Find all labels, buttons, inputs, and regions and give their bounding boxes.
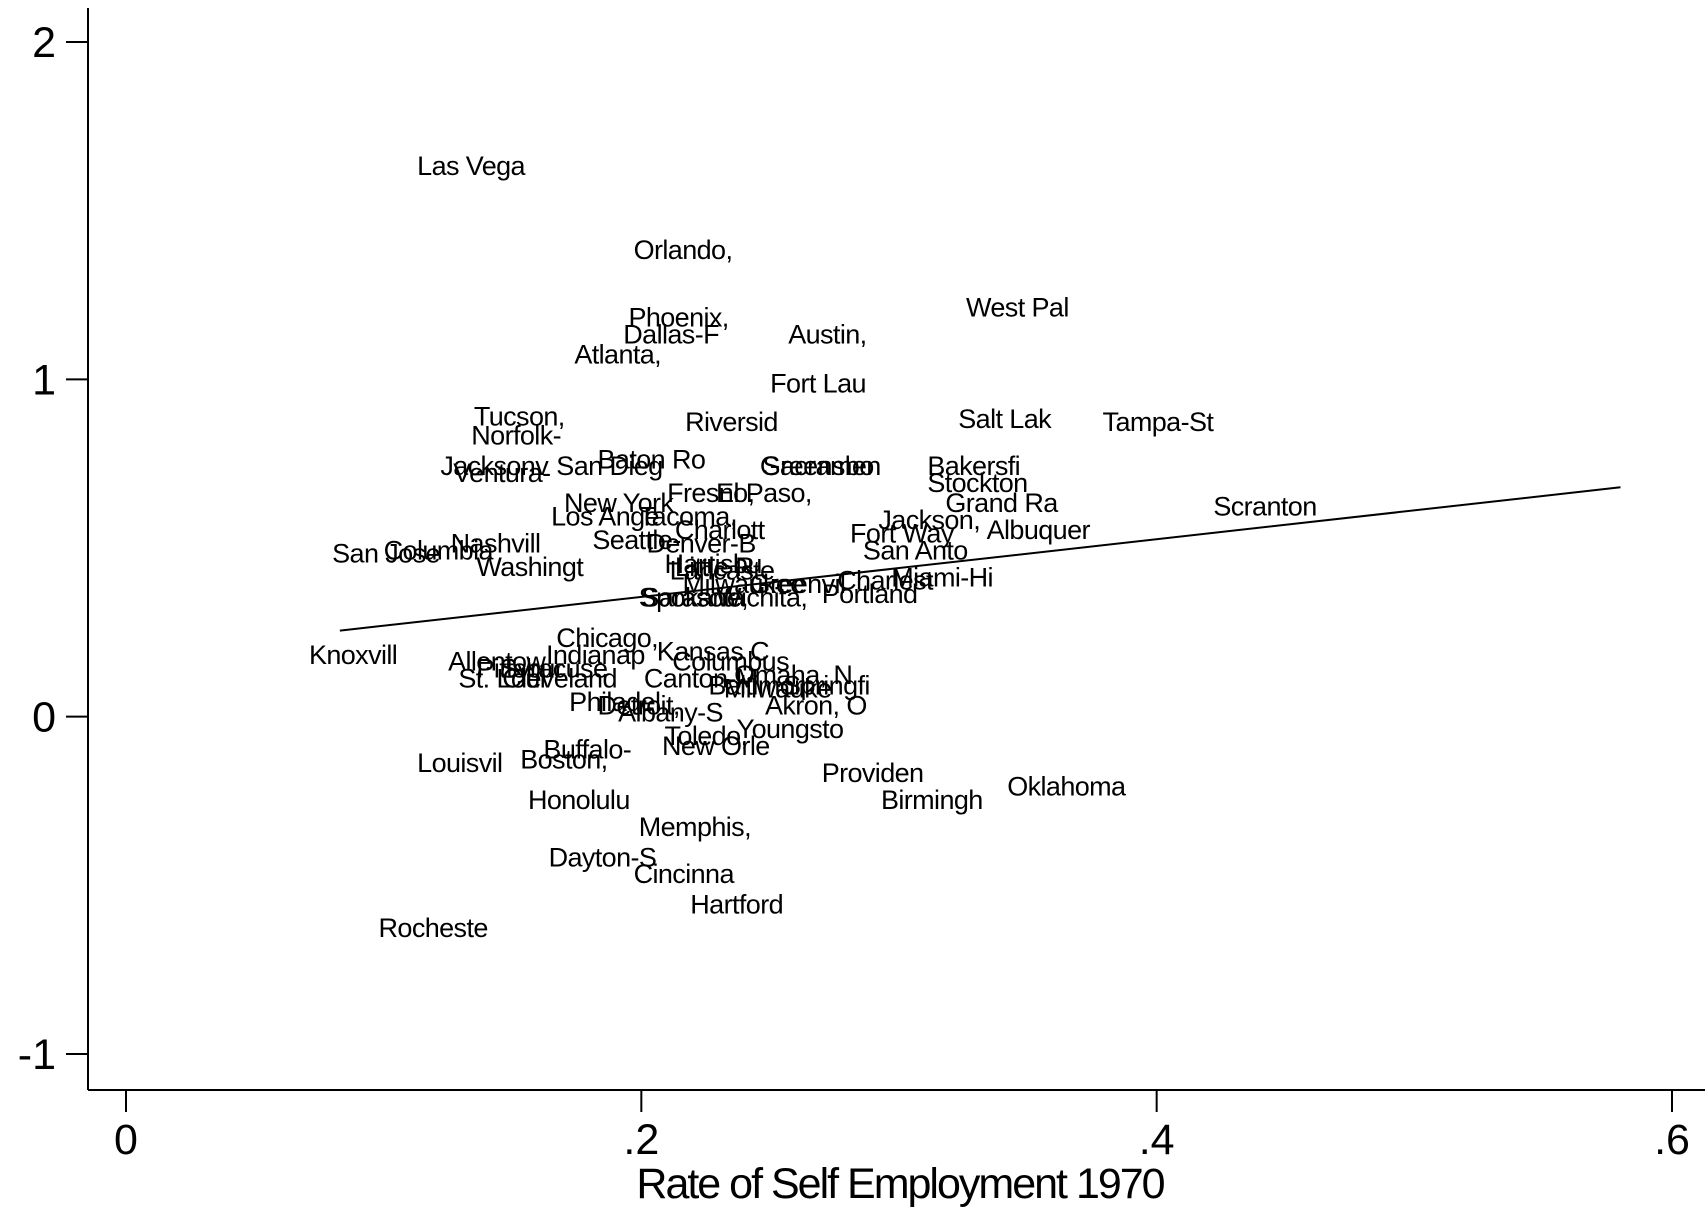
data-point-label: Buffalo-	[543, 734, 631, 764]
data-point-label: Springfi	[783, 670, 870, 700]
data-point-label: New York	[564, 488, 674, 518]
data-point-label: Milwaukee	[683, 569, 805, 599]
data-point-label: Syracuse	[500, 653, 608, 683]
data-point-label: Knoxvill	[309, 640, 397, 670]
data-point-label: Riversid	[685, 407, 778, 437]
data-point-label: Fort Way	[850, 518, 955, 548]
data-point-label: Phoenix,	[628, 303, 728, 333]
data-point-label: Fort Lau	[770, 369, 866, 399]
data-point-label: Charlest	[837, 566, 934, 596]
data-point-label: Atlanta,	[574, 340, 661, 370]
y-tick-label: 2	[32, 19, 56, 67]
data-point-label: Albuquer	[987, 515, 1091, 545]
data-point-label: Akron, O	[765, 691, 867, 721]
data-point-label: Baltimor	[708, 670, 803, 700]
data-point-label: Tacoma,	[639, 502, 737, 532]
data-point-label: Kansas C	[657, 637, 769, 667]
x-tick-label: 0	[114, 1116, 138, 1164]
data-point-label: Scranton	[1213, 492, 1316, 522]
data-point-label: Little R	[675, 552, 754, 582]
data-point-label: Seattle-	[592, 525, 680, 555]
data-point-label: Greensbo	[760, 451, 874, 481]
data-point-label: Portland	[822, 579, 918, 609]
data-point-label: Cleveland	[502, 664, 617, 694]
data-point-label: Jackson,	[878, 505, 980, 535]
x-axis-ticks: 0 .2 .4 .6	[114, 1090, 1690, 1164]
data-point-label: Lancaste	[670, 556, 775, 586]
city-labels: Las Vega Orlando, West Pal Phoenix,Dallas-F…	[309, 151, 1317, 943]
data-point-label: San Dieg	[556, 451, 662, 481]
fitted-line	[339, 486, 1621, 632]
data-point-label: Norfolk-	[471, 421, 561, 451]
data-point-label: Rocheste	[379, 913, 488, 943]
data-point-label: Canton-M	[644, 664, 758, 694]
data-point-label: Milwauke	[724, 674, 832, 704]
data-point-label: Orlando,	[634, 235, 733, 265]
data-point-label: Jacksonv	[440, 451, 549, 481]
x-axis-label: Rate of Self Employment 1970	[636, 1160, 1164, 1208]
y-tick-label: -1	[18, 1031, 56, 1079]
data-point-label: Denver-B	[646, 529, 755, 559]
data-point-label: Harrisbu	[665, 549, 762, 579]
x-tick-label: .6	[1654, 1116, 1690, 1164]
data-point-label: Youngsto	[737, 714, 844, 744]
data-point-label: El Paso,	[716, 478, 812, 508]
data-point-label: Pittsbur	[476, 653, 563, 683]
data-point-label: Stockton	[927, 468, 1027, 498]
data-point-label: Albany-S	[618, 697, 723, 727]
data-point-label: Charlott	[675, 515, 766, 545]
data-point-label: Las Vega	[417, 151, 526, 181]
data-point-label: Columbus	[672, 647, 789, 677]
data-point-label: Cincinna	[634, 859, 736, 889]
data-point-label: Dallas-F	[623, 319, 719, 349]
data-point-label: Tampa-St	[1103, 407, 1215, 437]
data-point-label: Fresno,	[667, 478, 754, 508]
data-point-label: Austin,	[788, 319, 866, 349]
data-point-label: Allentow	[448, 647, 546, 677]
data-point-label: Dayton-S	[549, 842, 657, 872]
data-point-label: Chicago,	[556, 623, 658, 653]
data-point-label: Salt Lak	[958, 404, 1052, 434]
data-point-label: Los Ange	[551, 502, 659, 532]
data-point-label: Nashvill	[451, 529, 541, 559]
x-tick-label: .2	[623, 1116, 659, 1164]
data-point-label: Louisvil	[417, 748, 502, 778]
data-point-label: Ventura-	[453, 458, 550, 488]
data-point-label: Honolulu	[528, 785, 630, 815]
data-point-label: Philadel	[569, 687, 660, 717]
data-point-label: Baton Ro	[598, 444, 706, 474]
data-point-label: Bakersfi	[927, 451, 1020, 481]
data-point-label: Tucson,	[474, 401, 565, 431]
data-point-label: Providen	[822, 758, 924, 788]
data-point-label: Boston,	[520, 745, 607, 775]
data-point-label: St. Loui	[458, 664, 545, 694]
data-point-label: Detroit,	[598, 691, 680, 721]
data-point-label: Hartford	[690, 890, 783, 920]
x-tick-label: .4	[1139, 1116, 1175, 1164]
data-point-label: Birmingh	[881, 785, 983, 815]
data-point-label: Columbia	[384, 535, 495, 565]
data-point-label: Oklahoma	[1007, 771, 1127, 801]
data-point-label: Greenvil	[750, 569, 846, 599]
data-point-label: Toledo,	[665, 721, 748, 751]
y-axis-ticks: -1 0 1 2	[18, 19, 88, 1079]
data-point-label: Indianap	[546, 640, 645, 670]
data-point-label: Omaha, N	[734, 660, 852, 690]
data-point-label: Memphis,	[639, 812, 751, 842]
y-tick-label: 1	[32, 356, 56, 404]
data-point-label: West Pal	[966, 292, 1069, 322]
data-point-label: Washingt	[476, 552, 584, 582]
data-point-label: San Anto	[863, 535, 968, 565]
data-point-label: New Orle	[662, 731, 770, 761]
y-tick-label: 0	[32, 694, 56, 742]
data-point-label: San Jose	[332, 539, 440, 569]
data-point-label: Grand Ra	[945, 488, 1059, 518]
data-point-label: Sacramen	[762, 451, 880, 481]
